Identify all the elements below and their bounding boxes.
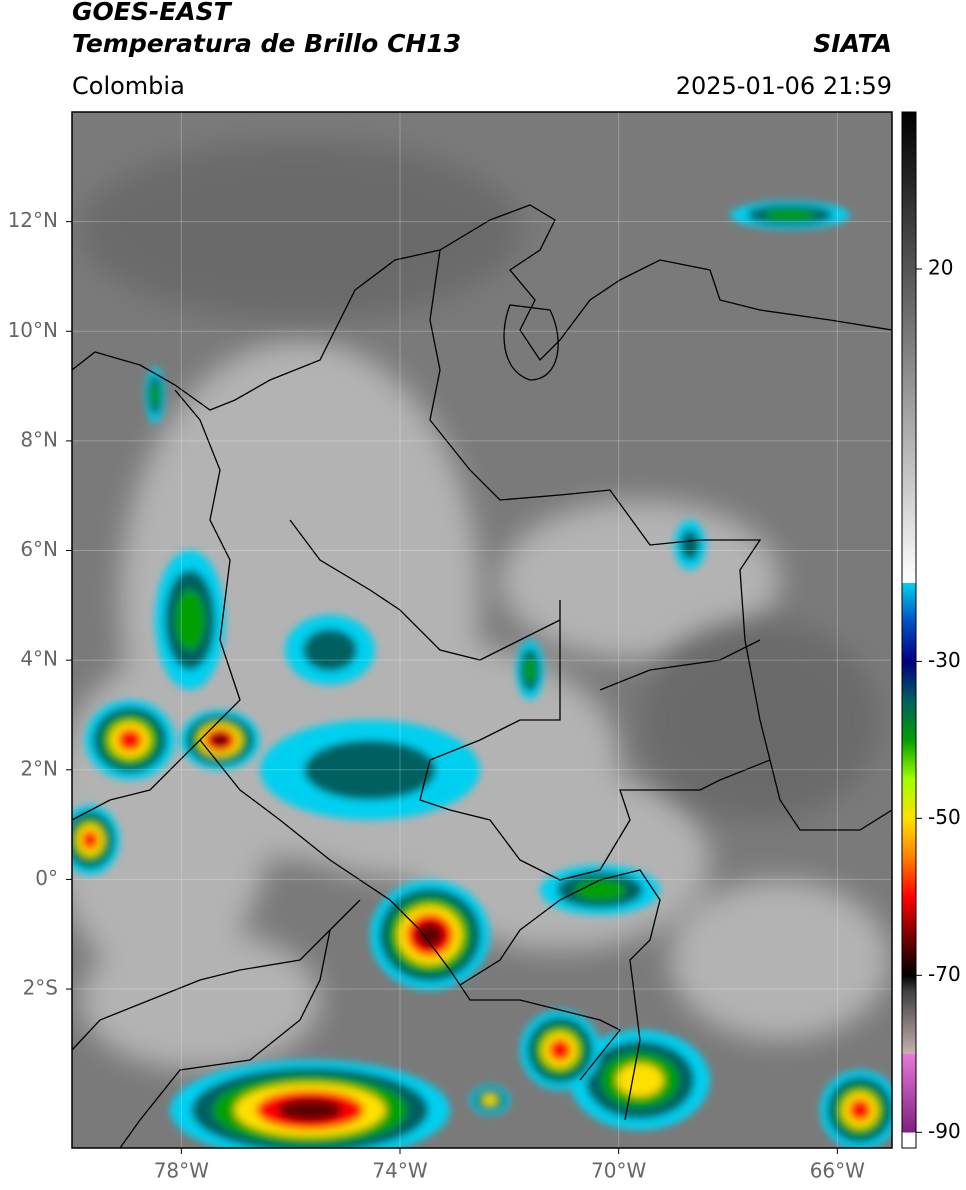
colorbar-tick-label: 20 xyxy=(928,255,953,279)
cell-layer xyxy=(616,1063,664,1097)
y-tick-label: 6°N xyxy=(20,537,58,561)
cell-layer xyxy=(764,209,816,221)
cell-layer xyxy=(210,733,230,747)
y-tick-label: 2°N xyxy=(20,756,58,780)
convective-cells xyxy=(72,201,892,1148)
colorbar-tick-label: -50 xyxy=(928,805,961,829)
y-tick-label: 12°N xyxy=(8,208,58,232)
cell-layer xyxy=(549,1039,571,1061)
cell-layer xyxy=(680,530,700,560)
cell-layer xyxy=(574,879,626,901)
y-tick-label: 4°N xyxy=(20,647,58,671)
cell-layer xyxy=(416,922,444,948)
colorbar-tick-label: -30 xyxy=(928,648,961,672)
colorbar-tick-label: -70 xyxy=(928,962,961,986)
cell-layer xyxy=(303,629,357,671)
grid xyxy=(72,112,892,1148)
cell-layer xyxy=(849,1099,871,1121)
map-frame xyxy=(71,111,893,1149)
subtitle: Temperatura de Brillo CH13 xyxy=(72,29,461,58)
x-tick-label: 66°W xyxy=(810,1159,865,1183)
cell-layer xyxy=(81,830,99,850)
x-tick-label: 78°W xyxy=(154,1159,209,1183)
region: Colombia xyxy=(72,72,185,100)
timestamp: 2025-01-06 21:59 xyxy=(676,72,892,100)
colorbar-tick-label: -90 xyxy=(928,1119,961,1143)
cell-layer xyxy=(277,1098,343,1122)
cell-layer xyxy=(117,729,143,751)
y-tick-label: 10°N xyxy=(8,318,58,342)
cell-layer xyxy=(304,740,436,800)
cell-layer xyxy=(150,383,160,407)
y-tick-label: 0° xyxy=(35,866,58,890)
x-tick-label: 74°W xyxy=(372,1159,427,1183)
title: GOES-EAST xyxy=(72,0,233,26)
source: SIATA xyxy=(813,29,892,58)
x-tick-label: 70°W xyxy=(591,1159,646,1183)
colorbar xyxy=(901,111,917,1149)
borders xyxy=(72,204,892,1148)
map-area xyxy=(72,112,892,1148)
y-tick-label: 2°S xyxy=(23,976,58,1000)
cell-layer xyxy=(524,657,536,683)
y-tick-label: 8°N xyxy=(20,427,58,451)
cell-layer xyxy=(483,1095,497,1105)
cell-layer xyxy=(175,590,205,650)
